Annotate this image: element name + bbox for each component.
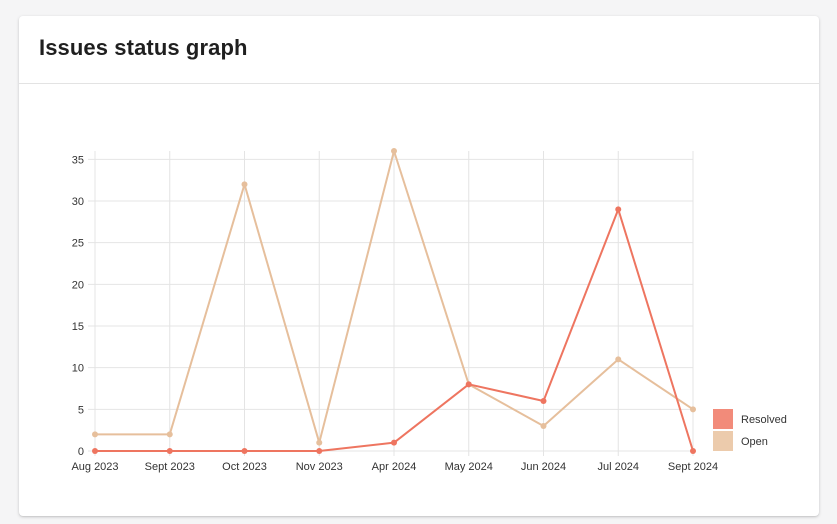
card-header: Issues status graph <box>19 16 819 84</box>
y-tick-label: 20 <box>72 279 84 291</box>
data-point-resolved <box>391 439 397 446</box>
data-point-resolved <box>241 448 248 454</box>
data-point-resolved <box>540 398 547 404</box>
x-tick-label: Jul 2024 <box>597 461 639 473</box>
axis-layer: 0 5 10 15 20 25 30 35 Aug 2023 Sept 2023 Oct 2023 N… <box>71 154 718 473</box>
x-tick-label: Apr 2024 <box>372 461 417 473</box>
x-tick-label: Nov 2023 <box>296 461 343 473</box>
x-tick-label: Sept 2024 <box>668 461 718 473</box>
x-tick-label: May 2024 <box>445 461 493 473</box>
x-tick-label: Sept 2023 <box>145 461 195 473</box>
grid-layer <box>88 151 694 456</box>
y-tick-label: 15 <box>72 321 84 333</box>
data-point-open <box>316 439 323 446</box>
data-point-resolved <box>316 448 323 454</box>
data-point-open <box>92 431 98 438</box>
y-tick-label: 25 <box>72 238 84 250</box>
data-point-resolved <box>166 448 173 454</box>
data-point-resolved <box>615 206 622 213</box>
data-point-open <box>690 406 696 413</box>
legend-swatch-resolved <box>713 409 733 429</box>
data-point-open <box>391 148 397 154</box>
data-point-resolved <box>690 448 696 454</box>
legend-swatch-open <box>713 431 733 451</box>
y-tick-label: 5 <box>78 404 84 416</box>
legend-label-open: Open <box>741 436 768 448</box>
legend: Resolved Open <box>713 409 787 451</box>
card-title: Issues status graph <box>39 35 248 60</box>
data-point-open <box>540 423 547 429</box>
series-layer <box>92 148 696 454</box>
x-tick-label: Jun 2024 <box>521 461 566 473</box>
data-point-open <box>241 181 248 188</box>
x-tick-label: Aug 2023 <box>71 461 118 473</box>
data-point-open <box>615 356 622 363</box>
issues-status-card: Issues status graph <box>19 16 819 516</box>
y-tick-label: 30 <box>72 196 84 208</box>
y-tick-label: 35 <box>72 154 84 166</box>
y-tick-label: 10 <box>72 363 84 375</box>
y-tick-label: 0 <box>78 446 84 458</box>
legend-label-resolved: Resolved <box>741 414 787 426</box>
data-point-open <box>166 431 173 438</box>
data-point-resolved <box>465 381 472 388</box>
x-tick-label: Oct 2023 <box>222 461 267 473</box>
data-point-resolved <box>92 448 98 454</box>
